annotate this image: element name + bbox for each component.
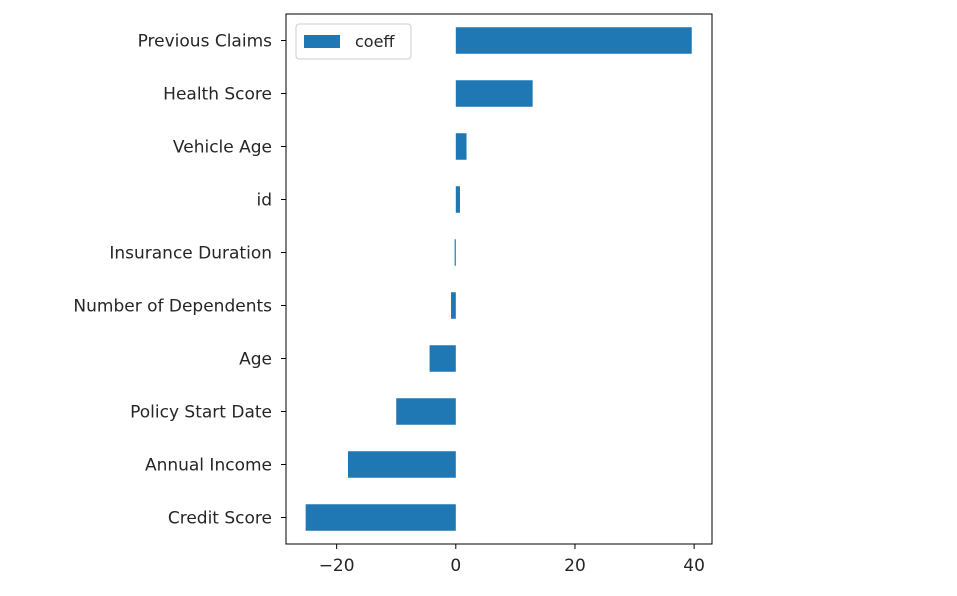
bar-vehicle-age <box>455 133 467 160</box>
x-tick-label: 40 <box>683 556 705 576</box>
y-tick-label: Vehicle Age <box>173 138 272 158</box>
bar-id <box>455 186 460 213</box>
bar-insurance-duration <box>454 239 456 266</box>
y-ticks-group: Credit Score Annual Income Policy Start Da… <box>73 32 286 529</box>
y-tick-label: id <box>256 191 272 211</box>
y-tick-label: Health Score <box>163 85 272 105</box>
bar-previous-claims <box>455 27 692 54</box>
y-tick-label: Insurance Duration <box>109 244 272 264</box>
y-tick-label: Credit Score <box>168 509 272 529</box>
legend-label: coeff <box>355 32 395 51</box>
x-tick-label: −20 <box>319 556 355 576</box>
axes-group <box>285 13 713 545</box>
bar-health-score <box>455 80 533 107</box>
y-tick-label: Annual Income <box>145 456 272 476</box>
legend-swatch <box>304 35 340 48</box>
y-tick-label: Policy Start Date <box>130 403 272 423</box>
plot-frame <box>285 13 713 545</box>
bar-credit-score <box>305 504 456 531</box>
legend: coeff <box>295 23 412 60</box>
y-tick-label: Previous Claims <box>138 32 273 52</box>
y-tick-label: Number of Dependents <box>73 297 272 317</box>
y-tick-label: Age <box>239 350 272 370</box>
bar-annual-income <box>347 451 456 478</box>
x-tick-label: 0 <box>450 556 461 576</box>
bar-policy-start-date <box>396 398 456 425</box>
x-ticks-group: −20 0 20 40 <box>319 544 705 576</box>
x-tick-label: 20 <box>564 556 586 576</box>
bar-number-of-dependents <box>451 292 456 319</box>
legend-box <box>295 23 412 60</box>
bar-age <box>429 345 456 372</box>
bars-group <box>305 27 692 531</box>
